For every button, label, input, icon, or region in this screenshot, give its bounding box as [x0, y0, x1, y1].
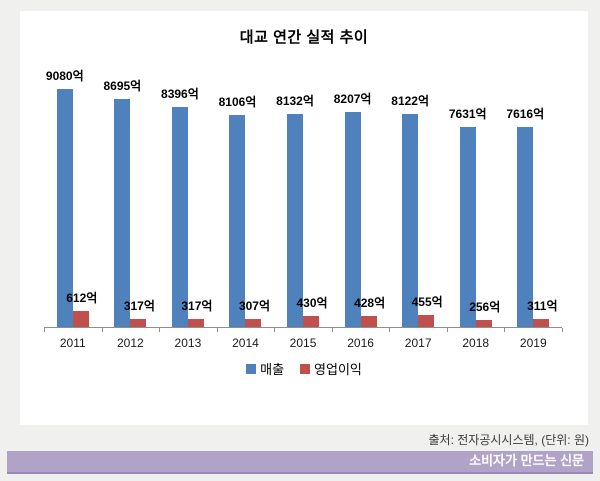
- chart-title: 대교 연간 실적 추이: [239, 29, 369, 46]
- value-label-revenue: 8695억: [103, 79, 142, 94]
- axis-tick: [331, 328, 333, 332]
- axis-tick: [562, 328, 563, 332]
- source-note: 출처: 전자공시시스템, (단위: 원): [428, 433, 589, 447]
- bar-revenue: [171, 106, 188, 327]
- value-label-operating-profit: 311억: [527, 298, 558, 313]
- bar-group: 8106억 307억: [217, 87, 275, 327]
- axis-tick: [216, 328, 218, 332]
- x-axis-labels: 2011 2012 2013 2014 2015 2016 2017 2018 2019: [44, 336, 562, 350]
- bar-group: 8132억 430억: [274, 87, 332, 327]
- axis-tick: [44, 328, 45, 332]
- bar-operating-profit: [245, 319, 262, 327]
- value-label-revenue: 7616억: [506, 107, 545, 122]
- x-tick-label: 2012: [116, 336, 144, 350]
- legend-label-operating-profit: 영업이익: [314, 362, 362, 377]
- bar-revenue: [517, 127, 534, 327]
- legend-swatch-operating-profit: [300, 363, 311, 374]
- bar-group: 8207억 428억: [332, 87, 390, 327]
- x-tick-label: 2011: [59, 336, 86, 350]
- bar-operating-profit: [533, 318, 550, 327]
- bar-operating-profit: [187, 318, 204, 327]
- bar-revenue: [402, 114, 419, 327]
- legend: 매출 영업이익: [20, 359, 588, 378]
- value-label-revenue: 7631억: [448, 106, 487, 121]
- bar-operating-profit: [360, 315, 377, 327]
- value-label-revenue: 8132억: [276, 93, 314, 108]
- value-label-operating-profit: 455억: [411, 295, 443, 310]
- bar-operating-profit: [72, 311, 89, 327]
- value-label-revenue: 9080억: [45, 69, 84, 83]
- value-label-revenue: 8207억: [333, 91, 372, 106]
- x-tick-label: 2019: [519, 336, 547, 350]
- value-label-operating-profit: 307억: [238, 298, 270, 313]
- bar-group: 7631억 256억: [447, 87, 505, 327]
- legend-item-operating-profit: 영업이익: [300, 359, 362, 378]
- legend-swatch-revenue: [246, 363, 257, 374]
- x-tick-label: 2016: [347, 336, 374, 350]
- bar-revenue: [287, 113, 304, 327]
- bar-revenue: [459, 127, 476, 327]
- bar-revenue: [229, 114, 246, 327]
- bar-operating-profit: [130, 318, 147, 327]
- value-label-revenue: 8122억: [391, 94, 430, 109]
- value-label-operating-profit: 612억: [66, 290, 98, 305]
- bar-operating-profit: [475, 320, 492, 327]
- legend-item-revenue: 매출: [246, 359, 284, 378]
- bar-revenue: [344, 111, 361, 327]
- bar-group: 8396억 317억: [159, 87, 217, 327]
- value-label-operating-profit: 428억: [354, 295, 386, 310]
- bar-revenue: [56, 89, 73, 327]
- axis-tick: [274, 328, 276, 332]
- x-axis: [44, 327, 563, 332]
- brand-banner: 소비자가 만드는 신문: [7, 451, 593, 474]
- legend-label-revenue: 매출: [260, 362, 285, 377]
- value-label-operating-profit: 317억: [123, 298, 155, 313]
- x-tick-label: 2014: [232, 336, 259, 350]
- bar-group: 9080억 612억: [44, 69, 102, 327]
- axis-tick: [389, 328, 391, 332]
- axis-tick: [504, 328, 506, 332]
- x-tick-label: 2013: [174, 336, 202, 350]
- bar-operating-profit: [303, 315, 320, 327]
- bar-group: 8122억 455억: [389, 87, 447, 327]
- x-tick-label: 2015: [289, 336, 317, 350]
- chart-panel: 대교 연간 실적 추이 9080억 612억 8695억 317억 8396억 317억 8…: [20, 11, 588, 425]
- bar-revenue: [114, 99, 131, 327]
- x-tick-label: 2017: [404, 336, 432, 350]
- axis-tick: [446, 328, 448, 332]
- value-label-operating-profit: 317억: [181, 298, 213, 313]
- value-label-revenue: 8396억: [161, 86, 199, 101]
- value-label-operating-profit: 256억: [469, 300, 501, 315]
- plot-area: 9080억 612억 8695억 317억 8396억 317억 8106억 307억 8132…: [44, 69, 563, 327]
- axis-tick: [159, 328, 161, 332]
- bar-operating-profit: [418, 315, 435, 327]
- bar-group: 8695억 317억: [102, 79, 160, 327]
- bar-group: 7616억 311억: [505, 87, 563, 327]
- value-label-operating-profit: 430억: [296, 295, 328, 310]
- value-label-revenue: 8106억: [218, 94, 257, 109]
- x-tick-label: 2018: [462, 336, 490, 350]
- axis-tick: [101, 328, 103, 332]
